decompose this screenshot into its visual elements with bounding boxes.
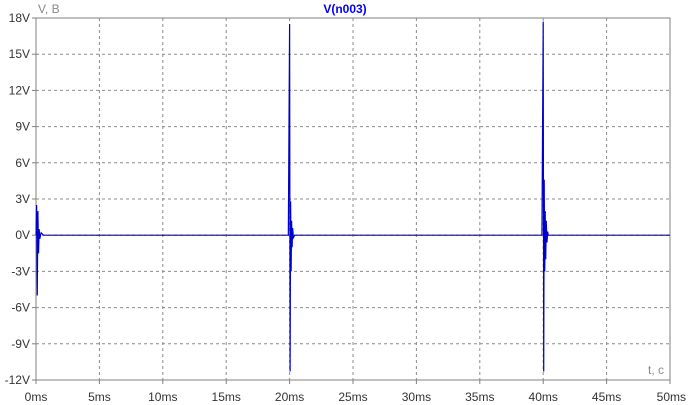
y-tick-label: 0V <box>15 228 30 242</box>
y-tick-label: 6V <box>15 156 30 170</box>
y-tick-label: -9V <box>11 337 30 351</box>
y-tick-label: 3V <box>15 192 30 206</box>
x-tick-label: 45ms <box>592 390 621 404</box>
y-tick-label: 18V <box>9 11 30 25</box>
x-tick-label: 40ms <box>529 390 558 404</box>
x-axis: 0ms 5ms 10ms 15ms 20ms 25ms 30ms 35ms 40ms 45ms 50… <box>25 380 686 404</box>
x-tick-label: 25ms <box>338 390 367 404</box>
x-axis-label: t, c <box>648 363 664 377</box>
x-tick-label: 15ms <box>212 390 241 404</box>
y-tick-label: 12V <box>9 83 30 97</box>
chart-title: V(n003) <box>323 2 366 16</box>
x-tick-label: 35ms <box>465 390 494 404</box>
y-tick-label: -6V <box>11 301 30 315</box>
grid <box>36 18 670 380</box>
x-tick-label: 30ms <box>402 390 431 404</box>
x-tick-label: 5ms <box>88 390 111 404</box>
y-axis: 18V 15V 12V 9V 6V 3V 0V -3V -6V -9V -12V <box>5 11 36 387</box>
x-tick-label: 10ms <box>148 390 177 404</box>
y-tick-label: 9V <box>15 120 30 134</box>
series-line-0 <box>35 21 670 372</box>
y-tick-label: -12V <box>5 373 30 387</box>
series-layer <box>35 21 670 372</box>
y-axis-label: V, B <box>38 2 60 16</box>
x-tick-label: 50ms <box>657 390 686 404</box>
y-tick-label: -3V <box>11 264 30 278</box>
x-tick-label: 0ms <box>25 390 48 404</box>
x-tick-label: 20ms <box>275 390 304 404</box>
y-tick-label: 15V <box>9 47 30 61</box>
